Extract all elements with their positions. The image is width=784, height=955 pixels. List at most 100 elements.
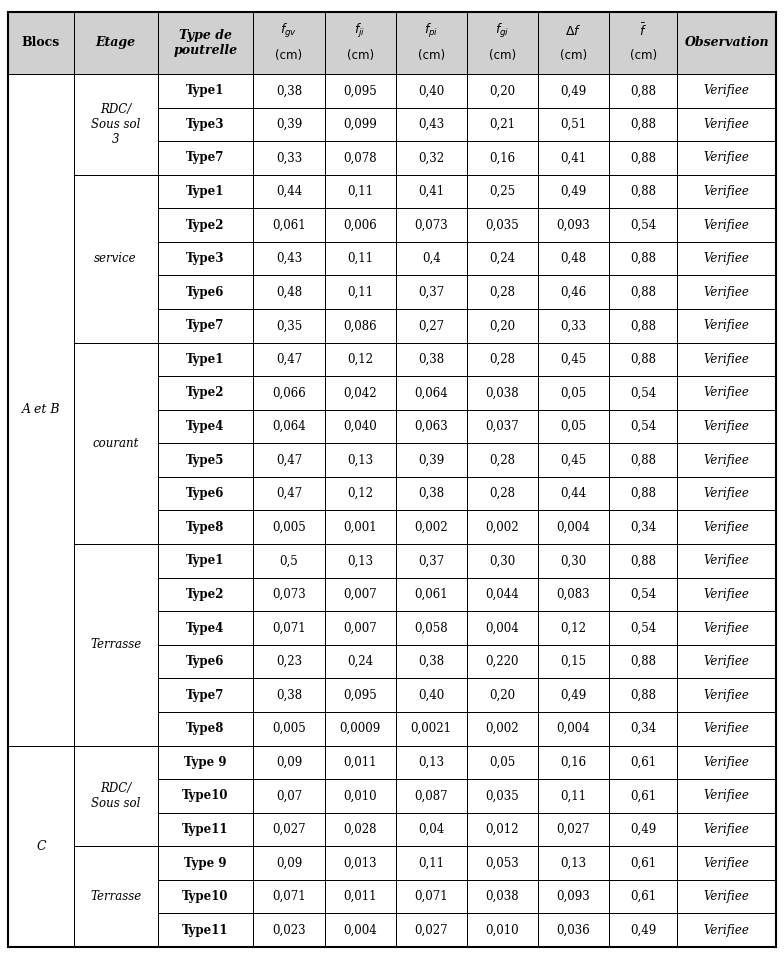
Text: $\Delta f$: $\Delta f$ — [565, 24, 582, 38]
Bar — [253, 544, 325, 578]
Text: 0,11: 0,11 — [347, 252, 373, 265]
Bar — [253, 746, 325, 779]
Bar — [158, 813, 253, 846]
Text: (cm): (cm) — [560, 50, 587, 62]
Bar — [325, 175, 396, 208]
Text: 0,064: 0,064 — [415, 387, 448, 399]
Bar — [609, 108, 677, 141]
Bar — [74, 74, 158, 175]
Text: 0,44: 0,44 — [276, 185, 302, 198]
Text: Verifiee: Verifiee — [704, 286, 750, 299]
Bar — [158, 376, 253, 410]
Text: 0,28: 0,28 — [489, 487, 515, 500]
Text: Verifiee: Verifiee — [704, 387, 750, 399]
Text: Verifiee: Verifiee — [704, 117, 750, 131]
Text: 0,33: 0,33 — [276, 152, 302, 164]
Text: Verifiee: Verifiee — [704, 319, 750, 332]
Bar — [325, 108, 396, 141]
Text: 0,004: 0,004 — [557, 520, 590, 534]
Text: 0,88: 0,88 — [630, 454, 656, 467]
Bar — [466, 242, 538, 275]
Bar — [325, 242, 396, 275]
Text: 0,05: 0,05 — [561, 387, 586, 399]
Bar — [466, 477, 538, 511]
Bar — [253, 477, 325, 511]
Bar — [158, 74, 253, 108]
Bar — [677, 880, 776, 913]
Bar — [158, 108, 253, 141]
Bar — [466, 578, 538, 611]
Text: 0,47: 0,47 — [276, 487, 302, 500]
Bar — [538, 544, 609, 578]
Text: 0,023: 0,023 — [272, 923, 306, 937]
Text: 0,042: 0,042 — [343, 387, 377, 399]
Bar — [325, 913, 396, 947]
Text: 0,095: 0,095 — [343, 84, 377, 97]
Text: 0,21: 0,21 — [489, 117, 515, 131]
Bar — [538, 645, 609, 678]
Bar — [538, 779, 609, 813]
Bar — [396, 175, 466, 208]
Bar — [396, 376, 466, 410]
Bar — [158, 880, 253, 913]
Bar — [325, 477, 396, 511]
Bar — [396, 578, 466, 611]
Bar — [253, 12, 325, 74]
Bar — [158, 175, 253, 208]
Bar — [325, 208, 396, 242]
Text: 0,063: 0,063 — [415, 420, 448, 433]
Text: 0,40: 0,40 — [418, 689, 445, 702]
Text: $f_{gi}$: $f_{gi}$ — [495, 22, 510, 40]
Bar — [325, 511, 396, 544]
Bar — [253, 645, 325, 678]
Bar — [325, 477, 396, 511]
Bar — [466, 12, 538, 74]
Bar — [158, 645, 253, 678]
Text: 0,11: 0,11 — [347, 185, 373, 198]
Bar — [325, 443, 396, 477]
Bar — [396, 477, 466, 511]
Bar — [325, 12, 396, 74]
Bar — [253, 343, 325, 376]
Text: 0,099: 0,099 — [343, 117, 377, 131]
Bar — [8, 12, 74, 74]
Bar — [396, 779, 466, 813]
Bar — [325, 712, 396, 746]
Bar — [677, 443, 776, 477]
Text: $f_{ji}$: $f_{ji}$ — [354, 22, 365, 40]
Bar — [677, 544, 776, 578]
Bar — [677, 779, 776, 813]
Bar — [609, 376, 677, 410]
Text: Verifiee: Verifiee — [704, 520, 750, 534]
Bar — [538, 443, 609, 477]
Bar — [325, 678, 396, 712]
Text: A et B: A et B — [22, 403, 60, 416]
Bar — [158, 779, 253, 813]
Bar — [253, 846, 325, 880]
Bar — [253, 779, 325, 813]
Text: 0,23: 0,23 — [276, 655, 302, 668]
Bar — [74, 74, 158, 175]
Bar — [466, 108, 538, 141]
Text: 0,49: 0,49 — [630, 823, 656, 836]
Bar — [325, 141, 396, 175]
Bar — [677, 175, 776, 208]
Text: 0,38: 0,38 — [418, 353, 445, 366]
Bar — [466, 443, 538, 477]
Text: Type10: Type10 — [182, 890, 229, 903]
Bar — [677, 141, 776, 175]
Text: 0,044: 0,044 — [485, 588, 519, 601]
Bar — [396, 511, 466, 544]
Text: 0,13: 0,13 — [347, 554, 373, 567]
Text: Type1: Type1 — [187, 185, 225, 198]
Bar — [396, 880, 466, 913]
Text: 0,010: 0,010 — [485, 923, 519, 937]
Bar — [609, 208, 677, 242]
Bar — [677, 343, 776, 376]
Text: Verifiee: Verifiee — [704, 755, 750, 769]
Bar — [538, 242, 609, 275]
Bar — [396, 376, 466, 410]
Text: Type2: Type2 — [187, 588, 225, 601]
Text: (cm): (cm) — [488, 50, 516, 62]
Bar — [677, 477, 776, 511]
